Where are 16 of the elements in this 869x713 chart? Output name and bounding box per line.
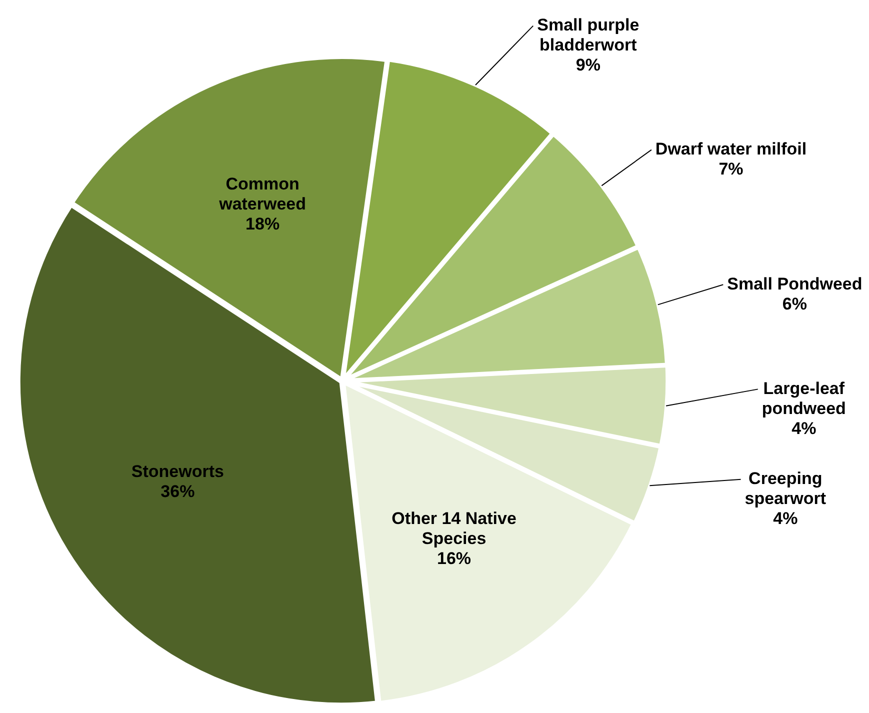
data-label: 6% <box>782 294 807 314</box>
data-label: 4% <box>792 418 816 438</box>
data-label: 4% <box>773 509 798 528</box>
slice-label: Other 14 Native Species <box>392 508 516 548</box>
data-label: 9% <box>576 55 600 74</box>
data-label: 18% <box>246 214 280 234</box>
data-label: 36% <box>160 482 195 502</box>
slice-label: Large-leaf pondweed <box>762 378 846 418</box>
slice-label: Common waterweed <box>218 174 306 214</box>
slice-label: Dwarf water milfoil <box>655 140 807 159</box>
slice-label: Small purple bladderwort <box>537 15 640 54</box>
slice-label: Creeping spearwort <box>744 469 826 508</box>
slice-label: Small Pondweed <box>727 274 862 294</box>
slice-label: Stoneworts <box>131 462 224 482</box>
data-label: 7% <box>718 160 744 179</box>
data-label: 16% <box>437 548 472 568</box>
